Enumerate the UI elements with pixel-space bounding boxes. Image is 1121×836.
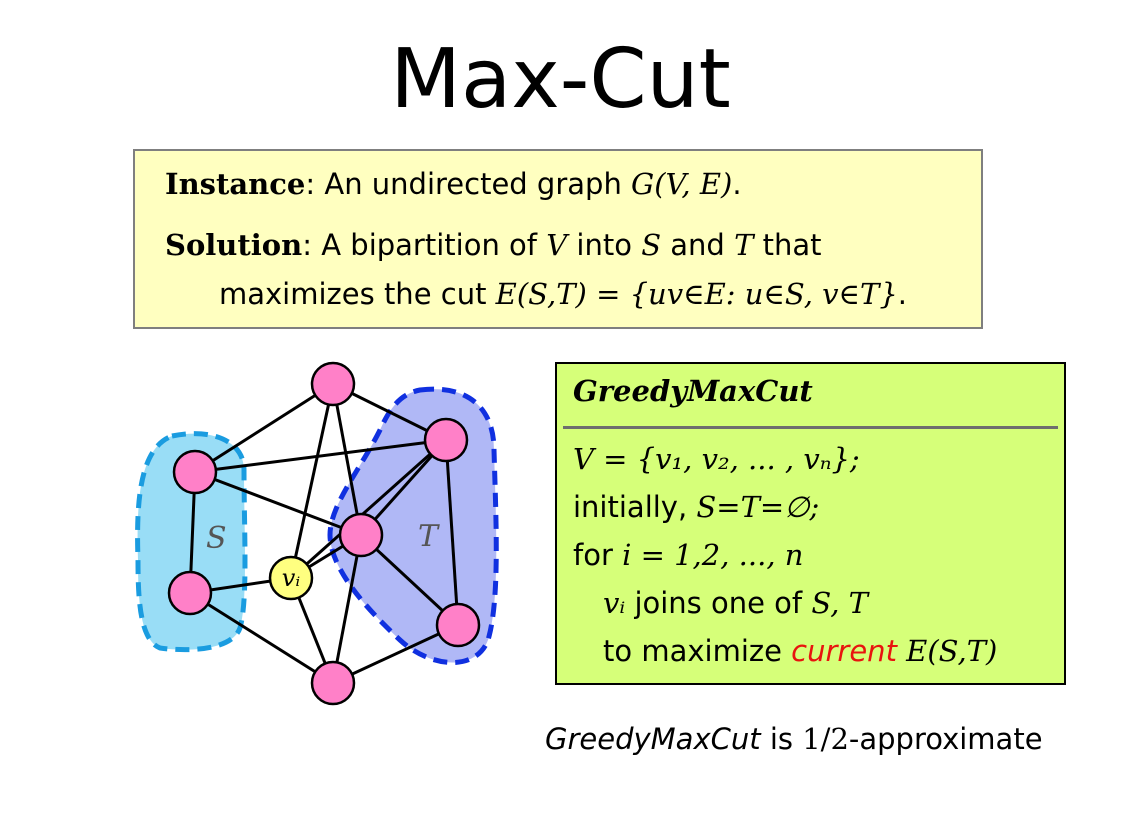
instance-end: . — [732, 167, 742, 201]
edge-s1-t1 — [194, 438, 447, 474]
edge-top-center — [331, 383, 363, 536]
edge-t2-bottom — [332, 623, 459, 685]
algorithm-line-2: initially, S=T=∅; — [573, 490, 819, 524]
instance-math: G(V, E) — [631, 167, 733, 201]
node-top — [310, 361, 356, 407]
algorithm-line-5: to maximize current E(S,T) — [603, 634, 997, 668]
caption-algorithm-name: GreedyMaxCut — [545, 722, 761, 756]
node-s2 — [167, 570, 213, 616]
edge-center-bottom — [331, 534, 363, 684]
algorithm-title: GreedyMaxCut — [573, 374, 813, 408]
edge-s1-center — [194, 470, 362, 537]
label-vi: vᵢ — [282, 564, 301, 592]
node-t1 — [423, 417, 469, 463]
edge-top-vi — [289, 383, 335, 579]
edge-s2-bottom — [189, 591, 334, 685]
slide-title: Max-Cut — [390, 32, 731, 127]
caption-text: is — [769, 722, 793, 756]
graph-diagram: S T vᵢ — [135, 361, 499, 706]
solution-text-b: into — [576, 228, 632, 262]
algorithm-line-4-text: joins one of — [634, 586, 803, 620]
solution-text-d: that — [762, 228, 822, 262]
edge-t1-vi — [290, 438, 447, 580]
solution-end: . — [897, 277, 908, 311]
solution-text-a: A bipartition of — [321, 228, 538, 262]
instance-line: Instance: An undirected graph G(V, E). — [165, 167, 742, 201]
algorithm-box: GreedyMaxCut V = {v₁, v₂, ... , vₙ}; ini… — [555, 362, 1066, 685]
algorithm-line-3: for i = 1,2, ..., n — [573, 538, 803, 572]
edge-top-s1 — [194, 382, 334, 474]
problem-definition-box: Instance: An undirected graph G(V, E). S… — [133, 149, 983, 329]
instance-text: An undirected graph — [324, 167, 622, 201]
algorithm-line-3-text: for — [573, 538, 613, 572]
algorithm-line-5-math: E(S,T) — [906, 634, 998, 668]
algorithm-line-5-highlight: current — [791, 634, 897, 668]
algorithm-line-5-text: to maximize — [603, 634, 782, 668]
node-vi — [268, 555, 314, 601]
caption-tail: -approximate — [848, 722, 1043, 756]
algorithm-line-4-vi: vᵢ — [603, 586, 626, 620]
solution-text-e: maximizes the cut — [219, 277, 487, 311]
algorithm-line-4-math: S, T — [811, 586, 868, 620]
node-center — [338, 512, 384, 558]
algorithm-line-3-math: i = 1,2, ..., n — [622, 538, 804, 572]
node-bottom — [310, 660, 356, 706]
node-t2 — [435, 602, 481, 648]
caption-ratio: 1/2 — [802, 722, 849, 756]
solution-line-2: maximizes the cut E(S,T) = {uv∈E: u∈S, v… — [219, 277, 907, 311]
solution-label: Solution — [165, 228, 303, 262]
algorithm-divider — [563, 426, 1058, 429]
solution-math-t: T — [734, 228, 754, 262]
label-s: S — [206, 521, 227, 556]
solution-math-s: S — [641, 228, 662, 262]
algorithm-line-2-math: S=T=∅; — [696, 490, 820, 524]
solution-math-cut: E(S,T) = {uv∈E: u∈S, v∈T} — [495, 277, 898, 311]
solution-sep: : — [302, 228, 313, 262]
algorithm-line-1: V = {v₁, v₂, ... , vₙ}; — [573, 442, 860, 476]
node-s1 — [172, 449, 218, 495]
algorithm-line-2-text: initially, — [573, 490, 688, 524]
solution-text-c: and — [670, 228, 725, 262]
label-t: T — [418, 519, 440, 554]
instance-sep: : — [305, 167, 316, 201]
solution-math-v: V — [546, 228, 568, 262]
instance-label: Instance — [165, 167, 306, 201]
algorithm-line-4: vᵢ joins one of S, T — [603, 586, 868, 620]
graph-nodes — [167, 361, 481, 706]
approximation-caption: GreedyMaxCut is 1/2-approximate — [545, 722, 1043, 756]
solution-line: Solution: A bipartition of V into S and … — [165, 228, 822, 262]
edge-t1-t2 — [444, 439, 460, 626]
